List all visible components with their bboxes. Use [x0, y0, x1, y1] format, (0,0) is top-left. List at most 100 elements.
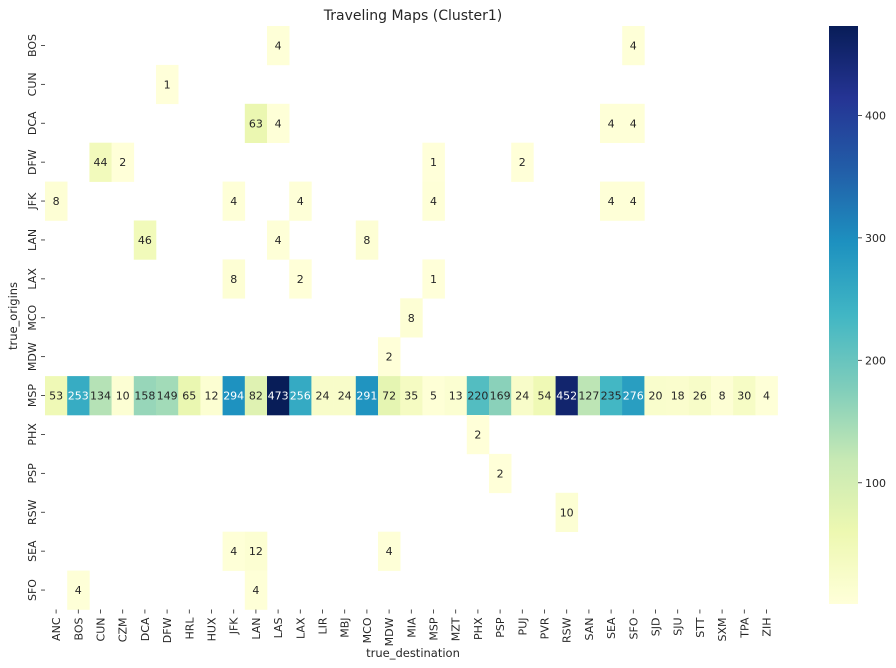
heatmap-cell	[222, 181, 246, 221]
cell-value-label: 20	[649, 390, 663, 403]
cell-value-label: 291	[356, 390, 377, 403]
x-tick-label: MBJ	[339, 618, 352, 638]
cell-value-label: 4	[275, 117, 282, 130]
colorbar-tick-label: 100	[865, 477, 886, 490]
cell-value-label: 4	[430, 195, 437, 208]
heatmap-cell	[267, 26, 290, 66]
heatmap-cell	[444, 376, 468, 416]
cell-value-label: 10	[116, 390, 130, 403]
x-tick-label: PUJ	[516, 618, 529, 636]
cell-value-label: 63	[249, 117, 263, 130]
heatmap-cell	[200, 376, 223, 416]
cell-value-label: 12	[205, 390, 219, 403]
heatmap-cell	[89, 376, 112, 416]
heatmap-cell	[644, 376, 667, 416]
cell-value-label: 1	[164, 78, 171, 91]
heatmap-cell	[555, 376, 579, 416]
heatmap-cell	[289, 259, 312, 299]
y-tick-label: RSW	[26, 499, 39, 525]
colorbar-tick-label: 400	[865, 109, 886, 122]
cell-value-label: 65	[182, 390, 196, 403]
cell-value-label: 18	[671, 390, 685, 403]
heatmap-cell	[666, 376, 690, 416]
heatmap-cell	[355, 220, 379, 260]
cell-value-label: 4	[763, 390, 770, 403]
heatmap-cell	[755, 376, 778, 416]
cell-value-label: 24	[338, 390, 352, 403]
cell-value-label: 4	[275, 39, 282, 52]
cell-value-label: 452	[556, 390, 577, 403]
cell-value-label: 2	[474, 428, 481, 441]
heatmap-cell	[333, 376, 357, 416]
x-tick-label: PSP	[494, 617, 507, 638]
heatmap-cell	[622, 103, 645, 143]
colorbar-tick-label: 300	[865, 232, 886, 245]
heatmap-cell	[289, 181, 312, 221]
x-tick-label: BOS	[72, 617, 85, 640]
y-tick-label: BOS	[26, 34, 39, 57]
x-axis-ticks: ANC BOS CUN CZM DCA DFW HRL HUX JFK LAN LAS LAX LIR M…	[50, 609, 774, 646]
heatmap-cell	[489, 376, 512, 416]
x-axis-label: true_destination	[366, 646, 460, 660]
heatmap-cell	[111, 142, 135, 182]
y-tick-label: PHX	[26, 423, 39, 446]
x-tick-label: JFK	[228, 617, 241, 636]
heatmap-cell	[289, 376, 312, 416]
cell-value-label: 256	[290, 390, 311, 403]
cell-value-label: 8	[408, 312, 415, 325]
x-tick-label: CUN	[95, 618, 108, 642]
heatmap-cell	[378, 337, 401, 377]
cell-value-label: 24	[316, 390, 330, 403]
heatmap-cell	[422, 142, 445, 182]
cell-value-label: 44	[94, 156, 108, 169]
heatmap-cell	[222, 531, 246, 571]
heatmap-cell	[555, 492, 579, 532]
y-axis-label: true_origins	[6, 282, 20, 350]
heatmap-cell	[244, 103, 268, 143]
cell-value-label: 8	[230, 273, 237, 286]
cell-value-label: 4	[386, 545, 393, 558]
heatmap-cell	[178, 376, 201, 416]
heatmap-cell	[489, 453, 512, 494]
cell-value-label: 4	[230, 545, 237, 558]
cell-value-label: 5	[430, 390, 437, 403]
heatmap-cell	[600, 376, 623, 416]
heatmap-cell	[511, 376, 534, 416]
y-tick-label: MCO	[26, 305, 39, 331]
y-tick-label: CUN	[26, 72, 39, 96]
x-tick-label: SAN	[583, 618, 596, 641]
cell-value-label: 72	[382, 390, 396, 403]
cell-value-label: 4	[630, 195, 637, 208]
x-tick-label: LIR	[317, 617, 330, 634]
cell-value-label: 2	[519, 156, 526, 169]
colorbar-ticks: 100 200 300 400	[858, 109, 886, 490]
cell-value-label: 10	[560, 506, 574, 519]
heatmap-cell	[267, 376, 290, 416]
colorbar	[829, 26, 858, 604]
x-tick-label: SJD	[650, 618, 663, 637]
heatmap-cell	[688, 376, 712, 416]
x-tick-label: DCA	[139, 617, 152, 641]
heatmap-cell	[622, 26, 645, 66]
cell-value-label: 4	[608, 117, 615, 130]
x-tick-label: MDW	[383, 617, 396, 646]
y-tick-label: DFW	[26, 149, 39, 175]
cell-value-label: 294	[223, 390, 244, 403]
y-tick-label: PSP	[26, 463, 39, 484]
heatmap-cell	[600, 181, 623, 221]
heatmap-cell	[156, 64, 179, 105]
x-tick-label: STT	[694, 617, 707, 638]
heatmap-cell	[133, 376, 157, 416]
x-tick-label: SEA	[605, 617, 618, 639]
heatmap-cell	[67, 570, 90, 610]
cell-value-label: 12	[249, 545, 263, 558]
heatmap-cell	[244, 376, 268, 416]
x-tick-label: MSP	[428, 617, 441, 640]
cell-value-label: 235	[601, 390, 622, 403]
y-tick-label: MSP	[26, 384, 39, 407]
heatmap-cell	[622, 181, 645, 221]
y-axis-ticks: BOS CUN DCA DFW JFK LAN LAX MCO MDW MSP PHX PSP RSW S…	[26, 34, 45, 601]
cell-value-label: 276	[623, 390, 644, 403]
